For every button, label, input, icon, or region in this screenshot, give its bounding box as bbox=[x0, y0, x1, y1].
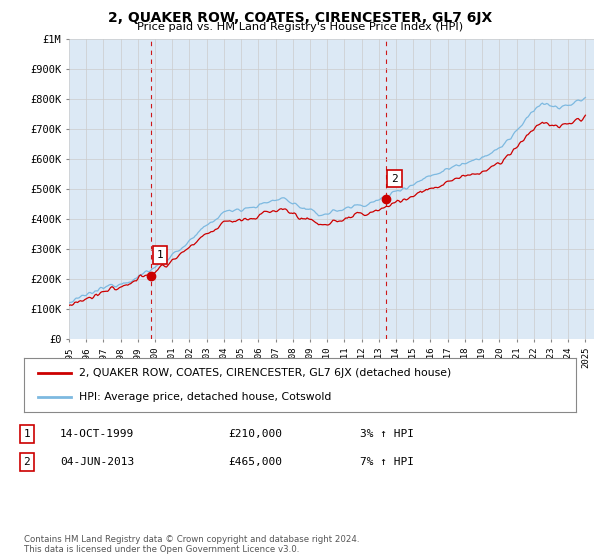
Text: 1: 1 bbox=[157, 250, 163, 260]
Text: 2, QUAKER ROW, COATES, CIRENCESTER, GL7 6JX (detached house): 2, QUAKER ROW, COATES, CIRENCESTER, GL7 … bbox=[79, 368, 451, 378]
Text: Price paid vs. HM Land Registry's House Price Index (HPI): Price paid vs. HM Land Registry's House … bbox=[137, 22, 463, 32]
Text: 7% ↑ HPI: 7% ↑ HPI bbox=[360, 457, 414, 467]
Text: 14-OCT-1999: 14-OCT-1999 bbox=[60, 429, 134, 439]
Text: 3% ↑ HPI: 3% ↑ HPI bbox=[360, 429, 414, 439]
Text: 04-JUN-2013: 04-JUN-2013 bbox=[60, 457, 134, 467]
Text: 1: 1 bbox=[23, 429, 31, 439]
Text: 2: 2 bbox=[23, 457, 31, 467]
Text: 2: 2 bbox=[391, 174, 398, 184]
Text: HPI: Average price, detached house, Cotswold: HPI: Average price, detached house, Cots… bbox=[79, 392, 332, 402]
Text: 2, QUAKER ROW, COATES, CIRENCESTER, GL7 6JX: 2, QUAKER ROW, COATES, CIRENCESTER, GL7 … bbox=[108, 11, 492, 25]
Text: Contains HM Land Registry data © Crown copyright and database right 2024.
This d: Contains HM Land Registry data © Crown c… bbox=[24, 535, 359, 554]
Text: £210,000: £210,000 bbox=[228, 429, 282, 439]
Text: £465,000: £465,000 bbox=[228, 457, 282, 467]
